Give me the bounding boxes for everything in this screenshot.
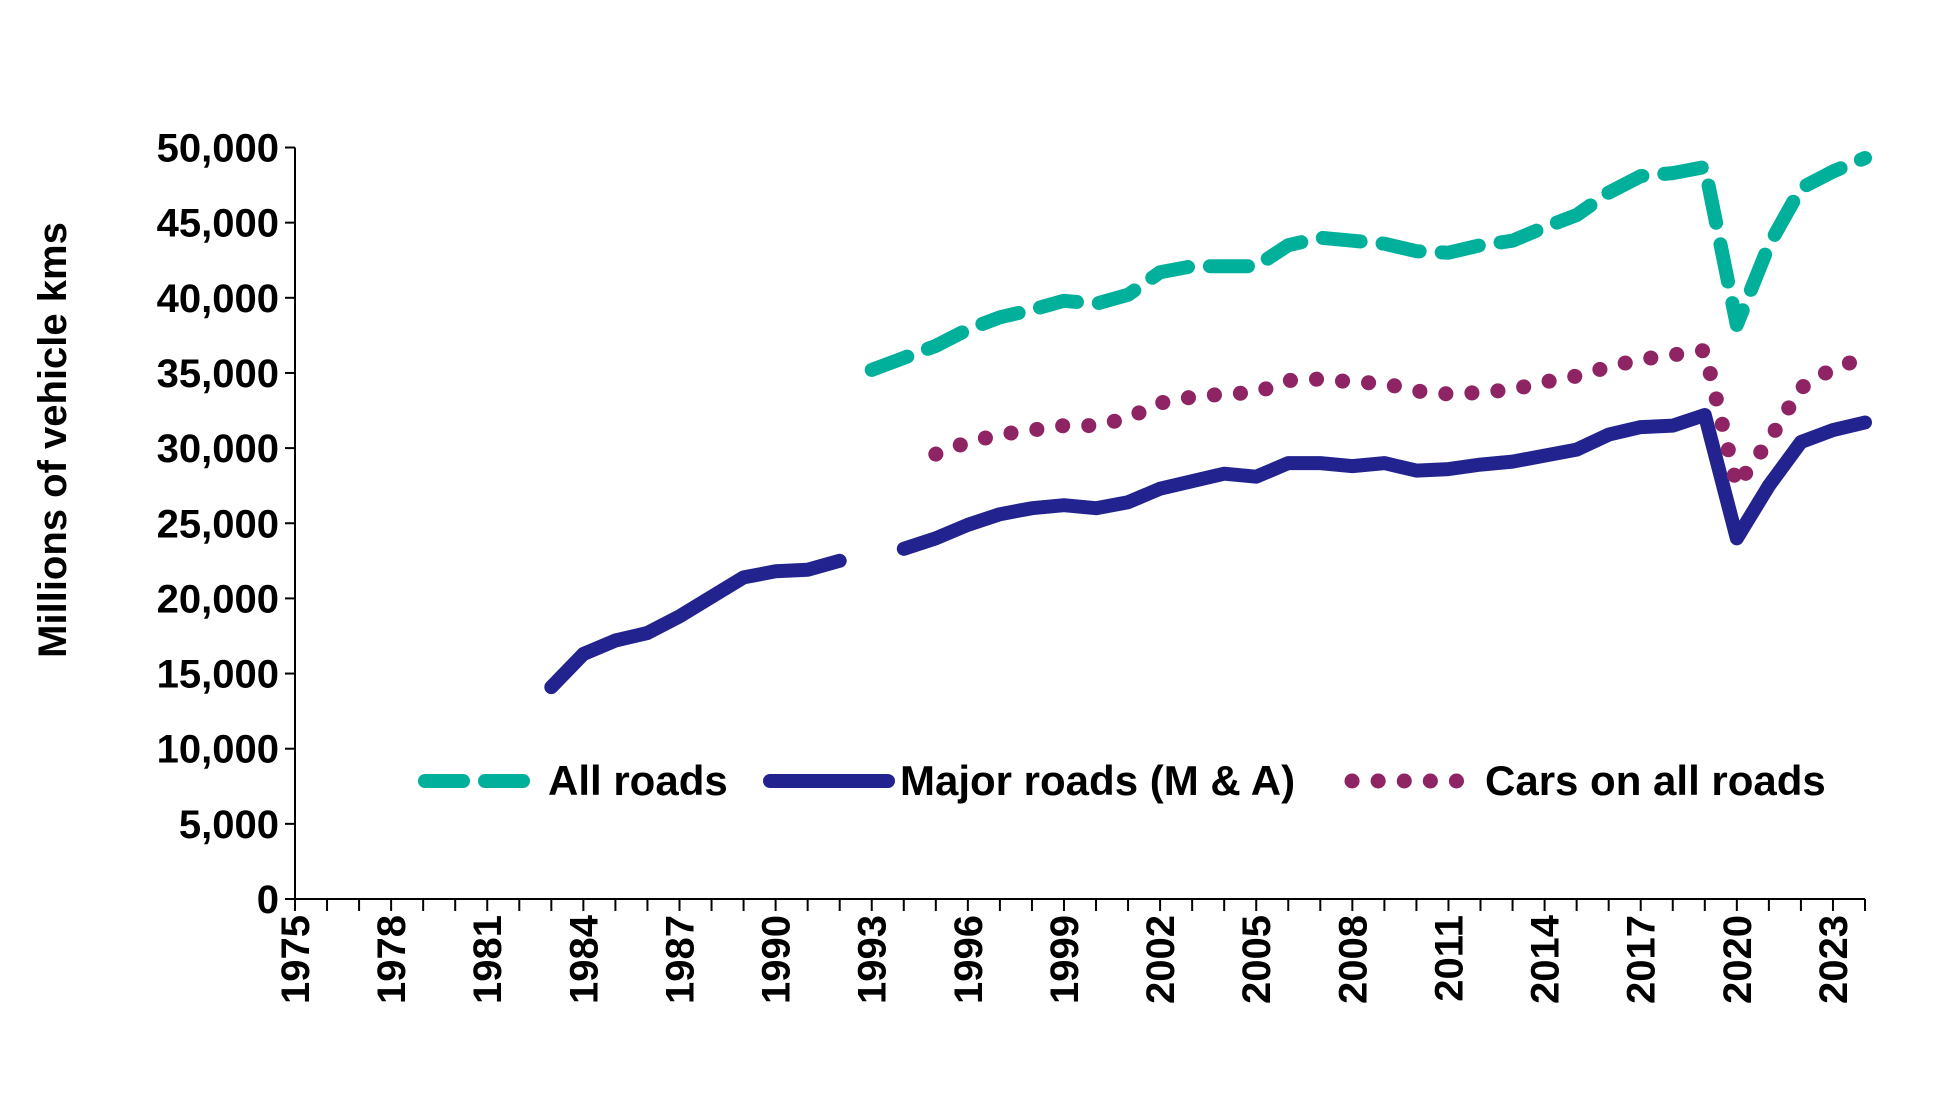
x-tick-label: 2014 (1524, 914, 1568, 1004)
x-tick-label: 2023 (1812, 915, 1856, 1004)
x-tick-label: 2011 (1427, 915, 1471, 1002)
series-line-major-roads-m-a (544, 553, 847, 695)
x-tick-label: 2008 (1331, 915, 1375, 1004)
legend-label: Major roads (M & A) (900, 757, 1295, 804)
series-line-all-roads (864, 151, 1872, 377)
y-tick-label: 45,000 (157, 202, 279, 246)
x-tick-label: 2020 (1716, 915, 1760, 1004)
x-tick-label: 2017 (1620, 915, 1664, 1004)
legend-label: All roads (548, 757, 728, 804)
legend: All roads Major roads (M & A) Cars on all … (418, 757, 1826, 804)
y-tick-label: 15,000 (157, 653, 279, 697)
x-tick-label: 2005 (1235, 915, 1279, 1004)
y-tick-label: 40,000 (157, 277, 279, 321)
axes: 0 5,000 10,000 15,000 20,000 25,000 30,000 35,0… (157, 127, 1866, 1004)
y-tick-label: 25,000 (157, 502, 279, 546)
y-tick-label: 10,000 (157, 728, 279, 772)
series-line-cars-on-all-roads (928, 342, 1873, 494)
x-tick-label: 1996 (947, 915, 991, 1004)
x-tick-label: 1993 (851, 915, 895, 1004)
x-tick-label: 1999 (1043, 915, 1087, 1004)
series-lines (544, 151, 1873, 695)
y-tick-label: 5,000 (179, 803, 279, 847)
x-tick-label: 1978 (370, 915, 414, 1004)
y-axis-label: Millions of vehicle kms (31, 222, 75, 658)
y-tick-label: 20,000 (157, 577, 279, 621)
x-tick-label: 2002 (1139, 915, 1183, 1004)
y-tick-label: 0 (257, 878, 279, 922)
x-tick-label: 1981 (466, 915, 510, 1004)
y-tick-label: 50,000 (157, 127, 279, 171)
x-tick-label: 1987 (658, 915, 702, 1004)
y-tick-label: 30,000 (157, 427, 279, 471)
y-tick-label: 35,000 (157, 352, 279, 396)
x-tick-label: 1975 (274, 915, 318, 1004)
x-tick-label: 1984 (562, 914, 606, 1004)
series-line-major-roads-m-a (896, 408, 1872, 556)
legend-label: Cars on all roads (1485, 757, 1826, 804)
x-tick-label: 1990 (755, 915, 799, 1004)
